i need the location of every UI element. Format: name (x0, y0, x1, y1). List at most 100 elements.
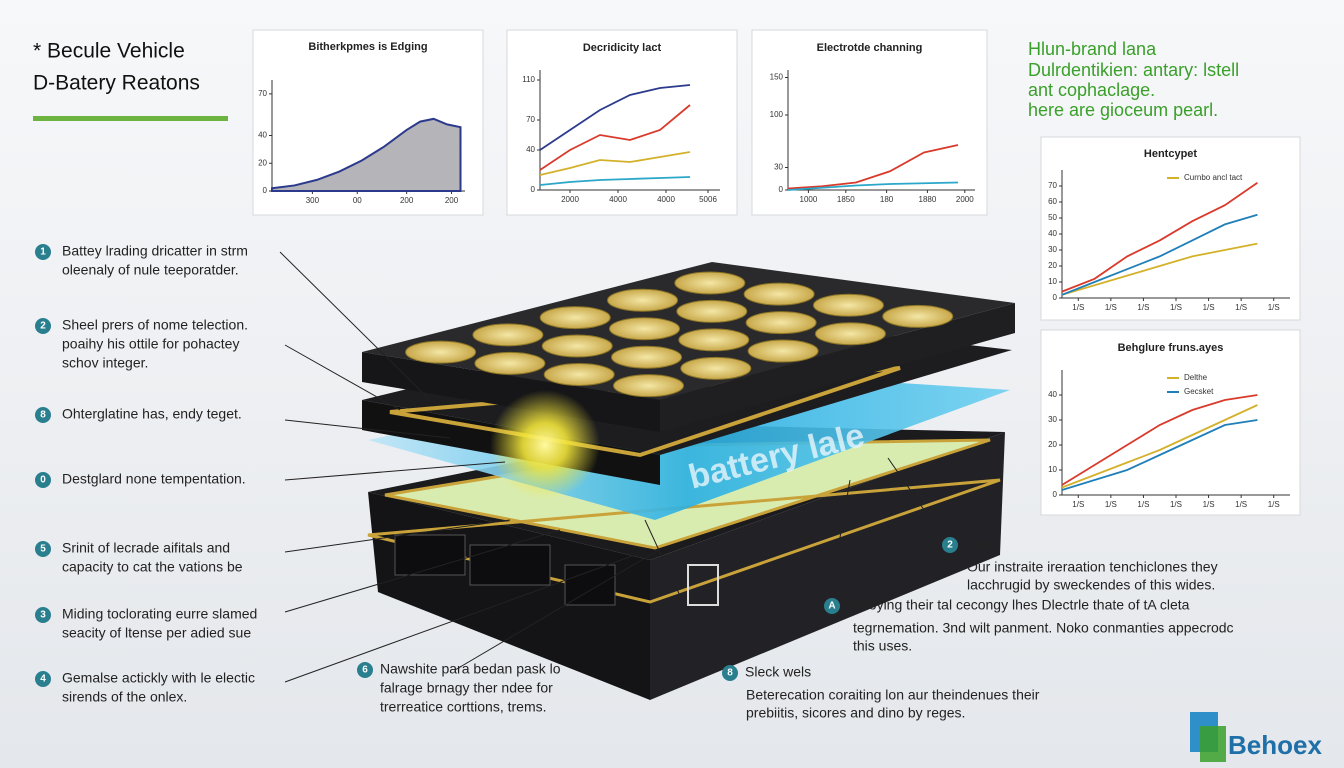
callout-badge (35, 607, 51, 623)
line (1061, 182, 1258, 293)
callout-badge (942, 537, 958, 553)
emblem (687, 564, 719, 606)
side-note: Hlun-brand lana (1028, 39, 1157, 59)
y-tick-label: 40 (1048, 390, 1057, 399)
cell (539, 306, 611, 330)
callout-text: tegrnemation. 3nd wilt panment. Noko con… (853, 620, 1234, 636)
cell (678, 328, 750, 352)
cell (613, 374, 685, 398)
callout-badge (35, 407, 51, 423)
x-tick-label: 1/S (1105, 303, 1117, 312)
leader (454, 547, 663, 671)
leader (829, 479, 851, 596)
x-tick-label: 300 (306, 196, 320, 205)
callout-text: Our instraite ireraation tenchiclones th… (967, 559, 1218, 575)
cell (745, 311, 817, 335)
logo-icon (1200, 726, 1226, 762)
y-tick-label: 0 (1053, 293, 1058, 302)
y-tick-label: 40 (1048, 229, 1057, 238)
cell (882, 304, 954, 328)
callout-text: this uses. (853, 638, 912, 654)
line (787, 144, 959, 190)
callout-number: 0 (40, 475, 46, 486)
x-tick-label: 1/S (1268, 500, 1280, 509)
y-tick-label: 20 (258, 158, 267, 167)
y-tick-label: 20 (1048, 261, 1057, 270)
callout-number: A (828, 601, 835, 612)
line (539, 176, 691, 186)
callout-number: 5 (40, 544, 46, 555)
y-tick-label: 40 (526, 145, 535, 154)
cell (747, 339, 819, 363)
y-tick-label: 150 (770, 73, 784, 82)
chart-title: Bitherkpmes is Edging (308, 41, 427, 53)
y-tick-label: 10 (1048, 465, 1057, 474)
x-tick-label: 180 (880, 195, 894, 204)
side-note: here are gioceum pearl. (1028, 100, 1218, 120)
chart-title: Hentcypet (1144, 148, 1198, 160)
callout-text: Nawshite para bedan pask lo (380, 661, 561, 677)
x-tick-label: 00 (353, 196, 362, 205)
callout-text: trerreatice corttions, trems. (380, 699, 547, 715)
callout-text: schov integer. (62, 355, 148, 371)
callout-text: lacchrugid by sweckendes of this wides. (967, 577, 1215, 593)
x-tick-label: 1/S (1268, 303, 1280, 312)
callout-number: 2 (40, 321, 46, 332)
y-tick-label: 0 (1053, 490, 1058, 499)
top-side (660, 303, 1015, 432)
line (787, 181, 959, 191)
y-tick-label: 30 (774, 163, 783, 172)
callout-number: 8 (727, 668, 733, 679)
callout-text: Destglard none tempentation. (62, 471, 246, 487)
x-tick-label: 1/S (1137, 500, 1149, 509)
port (469, 544, 551, 586)
leader (284, 554, 636, 683)
callout-badge (35, 318, 51, 334)
y-tick-label: 70 (258, 89, 267, 98)
callout-badge (35, 472, 51, 488)
cell (812, 293, 884, 317)
x-tick-label: 1880 (919, 195, 937, 204)
callout-text: Miding toclorating eurre slamed (62, 606, 257, 622)
cell (674, 271, 746, 295)
x-tick-label: 1850 (837, 195, 855, 204)
callout-badge (35, 244, 51, 260)
callout-number: 3 (40, 610, 46, 621)
leader (284, 419, 451, 439)
cell (743, 282, 815, 306)
x-tick-label: 2000 (956, 195, 974, 204)
y-tick-label: 0 (779, 185, 784, 194)
line (539, 151, 691, 176)
y-tick-label: 50 (1048, 213, 1057, 222)
legend-label: Delthe (1184, 373, 1208, 382)
callout-number: 4 (40, 674, 46, 685)
y-tick-label: 100 (770, 110, 784, 119)
y-tick-label: 70 (1048, 181, 1057, 190)
cell (680, 356, 752, 380)
x-tick-label: 1/S (1137, 303, 1149, 312)
line (1061, 419, 1258, 491)
x-tick-label: 1/S (1235, 303, 1247, 312)
cell (676, 299, 748, 323)
callout-text: Gemalse actickly with le electic (62, 670, 255, 686)
leader (279, 251, 431, 401)
callout-text: Sleck wels (745, 664, 811, 680)
chart-panel (1040, 136, 1301, 321)
callout-text: Sleck (965, 536, 1000, 552)
x-tick-label: 1/S (1203, 303, 1215, 312)
side-note: Dulrdentikien: antary: lstell (1028, 60, 1239, 80)
callout-text: sirends of the onlex. (62, 689, 187, 705)
callout-number: 1 (40, 247, 46, 258)
legend-label: Curnbo ancl tact (1184, 173, 1243, 182)
callout-text: poaihy his ottile for pohactey (62, 336, 239, 352)
title-line: D-Batery Reatons (33, 72, 200, 95)
callout-text: seacity of ltense per adied sue (62, 625, 251, 641)
chart-title: Decridicity lact (583, 42, 662, 54)
y-tick-label: 110 (522, 75, 535, 84)
x-tick-label: 1/S (1170, 500, 1182, 509)
y-tick-label: 60 (1048, 197, 1057, 206)
x-tick-label: 1/S (1235, 500, 1247, 509)
